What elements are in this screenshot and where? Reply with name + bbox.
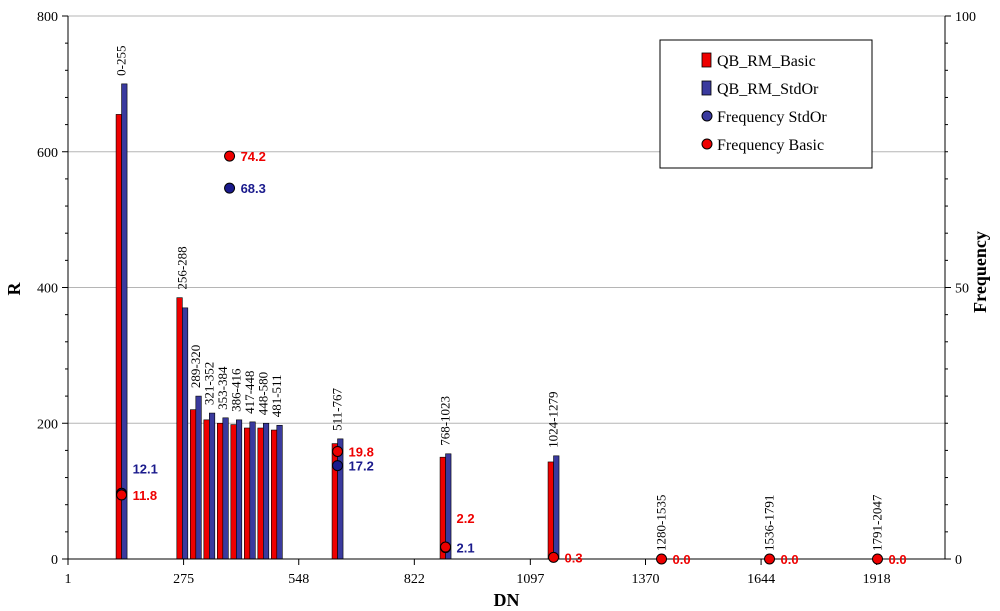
bin-label-321-352: 321-352 [201,362,216,405]
bin-label-256-288: 256-288 [174,246,189,289]
bar-stdor-353-384 [222,417,229,560]
x-tick-label-1: 1 [65,572,72,587]
bar-stdor-321-352 [209,412,216,560]
legend-box [659,39,873,169]
freq-label-basic-4: 0.3 [565,550,583,565]
legend-label-3: Frequency Basic [717,137,824,154]
bar-basic-256-288 [176,297,183,560]
bin-label-386-416: 386-416 [228,368,243,412]
freq-label-basic-0: 11.8 [133,488,158,503]
legend-label-2: Frequency StdOr [717,109,827,126]
bin-label-481-511: 481-511 [269,374,284,417]
bar-basic-481-511 [271,429,278,560]
freq-label-basic-7: 0.0 [889,552,907,567]
grid-lines [68,15,945,424]
legend-label-1: QB_RM_StdOr [717,81,819,98]
bin-label-0-255: 0-255 [114,46,129,76]
bin-label-448-580: 448-580 [255,372,270,415]
y2-tick-label-0: 0 [955,553,962,568]
legend-marker-2 [701,110,713,122]
bar-stdor-386-416 [236,419,243,560]
x-axis-title: DN [494,590,520,610]
y-tick-label-400: 400 [37,282,58,297]
bin-label-1024-1279: 1024-1279 [546,391,561,447]
bin-label-511-767: 511-767 [330,388,345,431]
freq-label-basic-2: 19.8 [349,444,374,459]
bin-label-1536-1791: 1536-1791 [762,495,777,551]
freq-point-basic-1 [224,150,236,162]
bar-basic-417-448 [244,427,251,560]
freq-label-stdor-2: 17.2 [349,459,374,474]
x-tick-label-1644: 1644 [747,572,775,587]
freq-label-basic-3: 2.2 [457,511,475,526]
bin-label-289-320: 289-320 [188,345,203,388]
freq-point-stdor-2 [332,460,344,472]
y-tick-label-600: 600 [37,146,58,161]
freq-point-basic-4 [548,551,560,563]
y2-axis-title: Frequency [970,231,990,313]
bar-basic-1024-1279 [547,461,554,560]
freq-label-basic-6: 0.0 [781,552,799,567]
bin-labels: 0-255 256-288 289-320321-352353-384386-416… [114,46,885,551]
bin-label-1791-2047: 1791-2047 [870,494,885,551]
bar-stdor-448-580 [263,422,270,560]
bin-label-768-1023: 768-1023 [438,396,453,446]
bar-stdor-1024-1279 [553,455,560,560]
x-tick-label-1918: 1918 [863,572,891,587]
x-tick-label-548: 548 [288,572,309,587]
bin-label-417-448: 417-448 [242,371,257,414]
bar-stdor-417-448 [249,421,256,560]
y-tick-label-0: 0 [51,553,58,568]
freq-point-basic-3 [440,541,452,553]
freq-label-stdor-0: 12.1 [133,461,158,476]
freq-point-basic-5 [656,553,668,565]
legend-swatch-0 [701,52,712,68]
frequency-points: 12.1 68.3 17.2 2.1 11.8 74.2 19.8 2.2 0.3 0.0 0.0 0… [116,149,907,567]
legend-marker-3 [701,138,713,150]
x-tick-label-1370: 1370 [631,572,659,587]
bin-label-1280-1535: 1280-1535 [654,495,669,551]
bar-stdor-481-511 [276,424,283,560]
freq-point-basic-0 [116,489,128,501]
legend-label-0: QB_RM_Basic [717,53,816,70]
freq-label-basic-1: 74.2 [241,149,266,164]
y2-tick-label-50: 50 [955,282,969,297]
x-tick-label-822: 822 [404,572,425,587]
freq-label-basic-5: 0.0 [673,552,691,567]
bar-basic-321-352 [203,419,210,560]
legend: QB_RM_Basic QB_RM_StdOr Frequency StdOr Fre… [659,39,873,169]
bar-basic-386-416 [230,424,237,560]
bar-series [115,83,560,560]
bar-stdor-0-255 [121,83,128,560]
x-tick-label-1097: 1097 [516,572,544,587]
legend-swatch-1 [701,80,712,96]
x-tick-label-275: 275 [173,572,194,587]
bar-basic-448-580 [257,427,264,560]
y-axis-title: R [4,282,24,296]
freq-point-basic-2 [332,445,344,457]
freq-point-basic-7 [872,553,884,565]
freq-label-stdor-3: 2.1 [457,541,475,556]
freq-label-stdor-1: 68.3 [241,181,266,196]
y2-tick-label-100: 100 [955,10,976,25]
bin-label-353-384: 353-384 [215,366,230,410]
freq-point-basic-6 [764,553,776,565]
bar-stdor-289-320 [195,395,202,560]
bar-basic-353-384 [217,422,224,560]
bar-basic-289-320 [190,409,197,560]
y-tick-label-800: 800 [37,10,58,25]
freq-point-stdor-1 [224,182,236,194]
y-tick-label-200: 200 [37,417,58,432]
axes: 0 200 400 600 800 0 50 100 1 275 548 822 1097 1370 164… [4,10,990,610]
